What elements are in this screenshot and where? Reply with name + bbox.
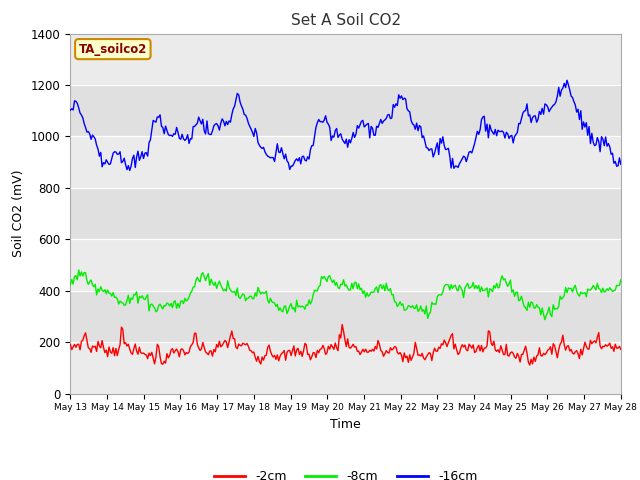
Bar [70,342,621,394]
X-axis label: Time: Time [330,418,361,431]
Bar [70,136,621,188]
Bar [70,34,621,85]
Title: Set A Soil CO2: Set A Soil CO2 [291,13,401,28]
Legend: -2cm, -8cm, -16cm: -2cm, -8cm, -16cm [209,465,483,480]
Y-axis label: Soil CO2 (mV): Soil CO2 (mV) [12,170,26,257]
Bar [70,240,621,291]
Text: TA_soilco2: TA_soilco2 [79,43,147,56]
